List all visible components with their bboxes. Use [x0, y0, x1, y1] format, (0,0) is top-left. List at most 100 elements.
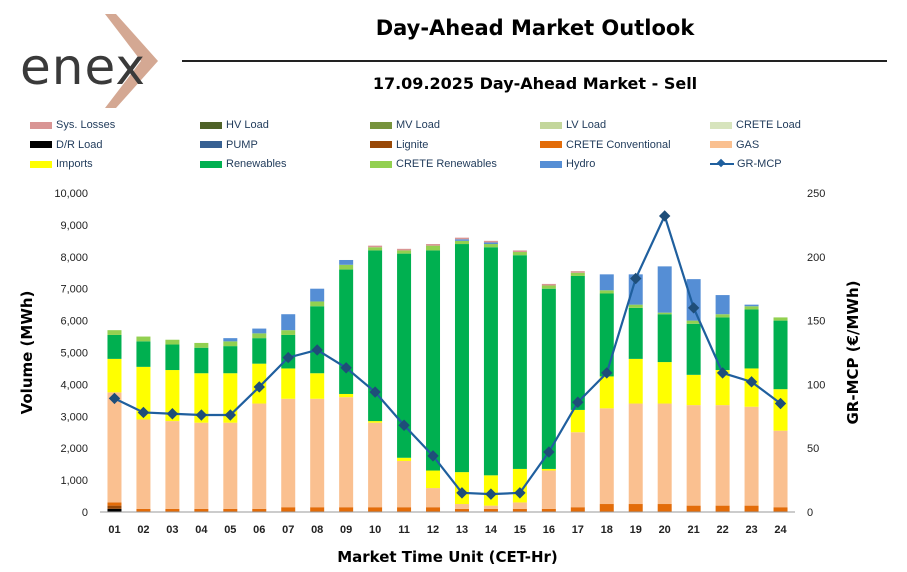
- x-tick-label: 05: [224, 524, 236, 536]
- bar-segment-renewables: [454, 244, 469, 473]
- bar-segment-crete-renewables: [657, 312, 672, 315]
- gr-mcp-point: [716, 367, 729, 379]
- legend-label: LV Load: [566, 119, 607, 131]
- bar-segment-renewables: [599, 293, 614, 377]
- title-divider: [182, 60, 887, 62]
- bar-segment-crete-renewables: [165, 339, 180, 345]
- legend-item-dr-load: D/R Load: [30, 137, 102, 153]
- bar-segment-gas: [686, 405, 701, 506]
- bar-segment-gas: [107, 392, 122, 503]
- y2-tick-label: 200: [807, 252, 825, 264]
- bar-segment-renewables: [252, 338, 267, 364]
- x-tick-label: 14: [485, 524, 498, 536]
- legend-item-renewables: Renewables: [200, 156, 287, 172]
- bar-segment-hydro: [628, 274, 643, 305]
- bar-segment-crete-renewables: [426, 245, 441, 251]
- bar-segment-crete-conventional: [281, 507, 296, 512]
- bar-segment-imports: [194, 373, 209, 423]
- x-axis-title: Market Time Unit (CET-Hr): [337, 548, 558, 566]
- bar-segment-dr-load: [107, 508, 122, 512]
- bar-segment-renewables: [310, 306, 325, 374]
- legend-swatch: [200, 141, 222, 148]
- y2-tick-label: 100: [807, 379, 825, 391]
- bar-segment-renewables: [483, 247, 498, 476]
- y2-tick-label: 0: [807, 507, 813, 519]
- bar-segment-crete-conventional: [773, 507, 788, 512]
- bar-segment-crete-conventional: [426, 507, 441, 512]
- legend-item-pump: PUMP: [200, 137, 258, 153]
- bar-segment-crete-renewables: [570, 272, 585, 276]
- bar-segment-crete-renewables: [136, 336, 151, 342]
- gr-mcp-point: [658, 210, 671, 222]
- legend-swatch: [540, 160, 562, 168]
- bar-segment-crete-conventional: [628, 504, 643, 512]
- bar-segment-crete-conventional: [686, 505, 701, 512]
- bar-segment-renewables: [397, 253, 412, 458]
- gr-mcp-point: [427, 450, 439, 462]
- bar-segment-renewables: [773, 320, 788, 390]
- bar-segment-crete-conventional: [310, 507, 325, 512]
- bar-segment-crete-conventional: [252, 508, 267, 512]
- x-tick-label: 06: [253, 524, 265, 536]
- bar-segment-crete-renewables: [252, 333, 267, 339]
- legend-item-imports: Imports: [30, 156, 93, 172]
- bar-segment-renewables: [368, 250, 383, 422]
- x-tick-label: 11: [398, 524, 410, 536]
- bar-segment-hydro: [281, 314, 296, 331]
- bar-segment-gas: [541, 470, 556, 509]
- bar-segment-imports: [599, 376, 614, 409]
- legend-item-mv-load: MV Load: [370, 117, 440, 133]
- legend-item-hydro: Hydro: [540, 156, 595, 172]
- bar-segment-imports: [107, 358, 122, 393]
- bar-segment-crete-renewables: [194, 342, 209, 348]
- y2-axis-title: GR-MCP (€/MWh): [844, 280, 862, 424]
- bar-segment-renewables: [744, 309, 759, 369]
- bar-segment-crete-conventional: [483, 508, 498, 512]
- bar-segment-sys-losses: [541, 283, 556, 286]
- bar-segment-gas: [165, 421, 180, 509]
- legend-label: Imports: [56, 158, 93, 170]
- bar-segment-crete-renewables: [454, 240, 469, 245]
- logo-text: enex: [20, 38, 146, 96]
- x-tick-label: 20: [659, 524, 671, 536]
- x-tick-label: 17: [572, 524, 584, 536]
- legend-label: Hydro: [566, 158, 596, 170]
- bar-segment-imports: [570, 409, 585, 433]
- bar-segment-crete-renewables: [310, 301, 325, 307]
- bar-segment-imports: [773, 389, 788, 431]
- bar-segment-renewables: [541, 288, 556, 469]
- legend-swatch: [30, 121, 52, 129]
- bar-segment-gas: [397, 460, 412, 508]
- bar-segment-imports: [397, 457, 412, 461]
- y-tick-label: 9,000: [60, 220, 88, 232]
- y-tick-label: 2,000: [60, 443, 88, 455]
- bar-segment-imports: [426, 470, 441, 489]
- y-tick-label: 4,000: [60, 379, 88, 391]
- x-tick-label: 04: [195, 524, 208, 536]
- bar-segment-hydro: [310, 288, 325, 302]
- bar-segment-crete-conventional: [744, 505, 759, 512]
- gr-mcp-point: [137, 406, 150, 419]
- enex-logo: enex: [8, 12, 168, 110]
- bar-segment-imports: [368, 421, 383, 423]
- bar-segment-sys-losses: [454, 237, 469, 240]
- bar-segment-imports: [339, 393, 354, 398]
- bar-segment-renewables: [686, 323, 701, 375]
- y-axis-title: Volume (MWh): [18, 291, 36, 415]
- y2-tick-label: 50: [807, 443, 819, 455]
- bar-segment-gas: [599, 408, 614, 505]
- legend-swatch: [710, 141, 732, 148]
- bar-segment-crete-renewables: [628, 304, 643, 308]
- x-tick-label: 16: [543, 524, 555, 536]
- legend-label: Lignite: [396, 138, 429, 151]
- y-tick-label: 8,000: [60, 252, 88, 264]
- x-tick-label: 08: [311, 524, 323, 536]
- bar-segment-gas: [281, 398, 296, 508]
- y2-tick-label: 150: [807, 316, 825, 328]
- x-tick-label: 21: [688, 524, 700, 536]
- bar-segment-hydro: [223, 338, 238, 342]
- bar-segment-crete-renewables: [773, 317, 788, 321]
- legend-swatch: [30, 141, 52, 148]
- bar-segment-crete-renewables: [107, 330, 122, 335]
